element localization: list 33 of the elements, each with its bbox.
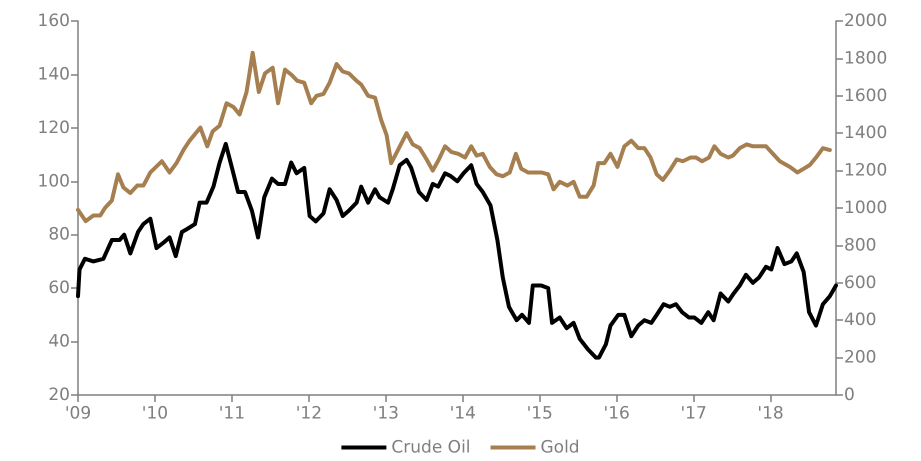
line-series [76, 50, 832, 224]
legend-label: Crude Oil [391, 438, 471, 458]
y2-tick-label: 1200 [844, 160, 888, 181]
x-tick-label: '15 [526, 404, 553, 424]
y-tick-label: 20 [48, 385, 70, 405]
line-series [76, 142, 838, 360]
y2-tick-label: 1400 [844, 123, 888, 144]
y-tick-label: 160 [38, 11, 70, 31]
y2-tick-label: 0 [844, 385, 855, 405]
x-tick-label: '13 [372, 404, 399, 424]
y2-tick-label: 600 [844, 272, 876, 293]
x-tick-label: '17 [680, 404, 707, 424]
legend-label: Gold [540, 438, 580, 458]
y-tick-label: 80 [48, 224, 70, 245]
x-tick-label: '12 [296, 404, 322, 424]
y2-tick-label: 2000 [844, 11, 888, 31]
y2-tick-label: 400 [844, 310, 876, 330]
y-tick-label: 100 [38, 171, 70, 192]
y-tick-label: 140 [38, 64, 70, 84]
y-tick-label: 120 [38, 118, 70, 138]
x-tick-label: '14 [450, 404, 476, 424]
y2-tick-label: 1600 [844, 86, 888, 106]
x-tick-label: '09 [64, 404, 92, 424]
y2-tick-label: 1800 [844, 48, 888, 68]
y2-tick-label: 1000 [844, 198, 888, 218]
y-tick-label: 40 [48, 332, 70, 352]
y-tick-label: 60 [48, 278, 70, 298]
x-tick-label: '18 [757, 404, 784, 424]
y2-tick-label: 800 [844, 235, 876, 256]
y2-tick-label: 200 [844, 348, 876, 368]
x-tick-label: '10 [142, 404, 168, 424]
x-tick-label: '16 [604, 404, 630, 424]
x-tick-label: '11 [218, 404, 246, 424]
